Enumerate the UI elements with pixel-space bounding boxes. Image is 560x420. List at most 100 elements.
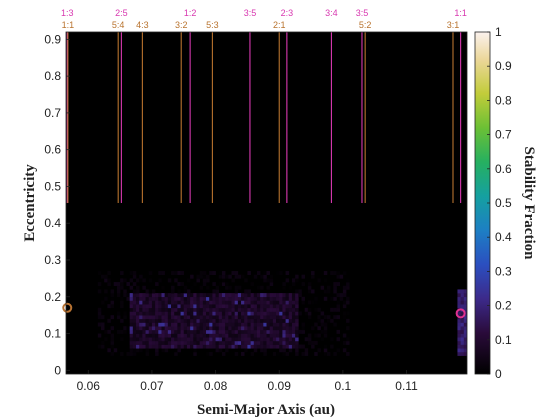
heat-cell [317,333,321,338]
heat-cell [148,315,153,320]
heat-cell [463,333,467,338]
resonance-orange-label: 4:3 [136,20,149,30]
heat-cell [206,274,210,279]
heat-cell [250,282,255,287]
heat-cell [158,307,162,312]
heat-cell [256,322,261,327]
heat-cell [113,348,118,353]
heat-cell [295,337,299,342]
heat-cell [202,333,207,338]
heat-cell [260,307,264,312]
heat-cell [457,329,461,334]
heat-cell [463,351,467,356]
heat-cell [164,337,169,342]
heat-cell [212,318,216,323]
heat-cell [336,300,340,305]
heat-cell [215,311,220,316]
heat-cell [247,271,251,276]
heat-cell [247,293,251,298]
heat-cell [148,333,153,338]
heat-cell [177,282,181,287]
heat-cell [272,300,277,305]
heat-cell [190,285,194,290]
heat-cell [136,304,140,309]
heat-cell [241,300,245,305]
heat-cell [295,348,299,353]
heat-cell [234,311,239,316]
heat-cell [266,340,270,345]
heat-cell [177,300,181,305]
heat-cell [323,333,328,338]
heat-cell [288,311,293,316]
heat-cell [457,326,461,331]
heat-cell [167,307,172,312]
heat-cell [463,289,467,294]
heat-cell [145,304,150,309]
heat-cell [202,304,207,309]
heat-cell [136,344,140,349]
heat-cell [253,348,258,353]
heat-cell [463,326,467,331]
heat-cell [269,337,274,342]
heat-cell [151,337,156,342]
heat-cell [244,300,248,305]
heat-cell [139,300,143,305]
heat-cell [155,311,159,316]
heat-cell [234,344,239,349]
heat-cell [460,333,465,338]
heat-cell [256,285,261,290]
heat-cell [279,296,283,301]
resonance-orange-label: 3:2 [175,20,188,30]
heat-cell [291,337,296,342]
heat-cell [285,322,290,327]
heat-cell [317,315,321,320]
heat-cell [164,296,169,301]
heat-cell [158,296,162,301]
heat-cell [256,329,261,334]
heat-cell [120,304,124,309]
heat-cell [177,333,181,338]
plot-frame [65,31,468,375]
heat-cell [136,348,140,353]
heat-cell [110,344,115,349]
heat-cell [241,337,245,342]
heat-cell [174,351,178,356]
heat-cell [104,329,108,334]
heat-cell [155,293,159,298]
heat-cell [234,304,239,309]
heat-cell [228,293,232,298]
heat-cell [148,318,153,323]
heat-cell [190,296,194,301]
heat-cell [167,315,172,320]
heat-cell [177,311,181,316]
heat-cell [256,271,261,276]
y-axis-ticks: 0 0.1 0.2 0.3 0.4 0.5 0.6 0.7 0.8 0.9 [44,32,70,377]
heat-cell [212,326,216,331]
heat-cell [97,307,102,312]
heat-cell [171,340,175,345]
heat-cell [97,271,102,276]
heat-cell [298,344,302,349]
heat-cell [279,322,283,327]
heat-cell [295,296,299,301]
heat-cell [155,282,159,287]
heat-cell [253,344,258,349]
heat-cell [307,337,312,342]
heat-cell [155,333,159,338]
heat-cell [132,289,137,294]
heat-cell [288,326,293,331]
heat-cell [199,311,204,316]
heat-cell [221,318,226,323]
heat-cell [186,340,191,345]
heat-cell [237,307,242,312]
heat-cell [177,293,181,298]
x-tick-label: 0.06 [77,379,101,393]
heat-cell [231,271,235,276]
heat-cell [291,329,296,334]
heat-cell [212,282,216,287]
heat-cell [186,311,191,316]
heat-cell [263,344,267,349]
heat-cell [282,326,286,331]
heat-cell [155,351,159,356]
x-axis-title: Semi-Major Axis (au) [197,402,335,418]
